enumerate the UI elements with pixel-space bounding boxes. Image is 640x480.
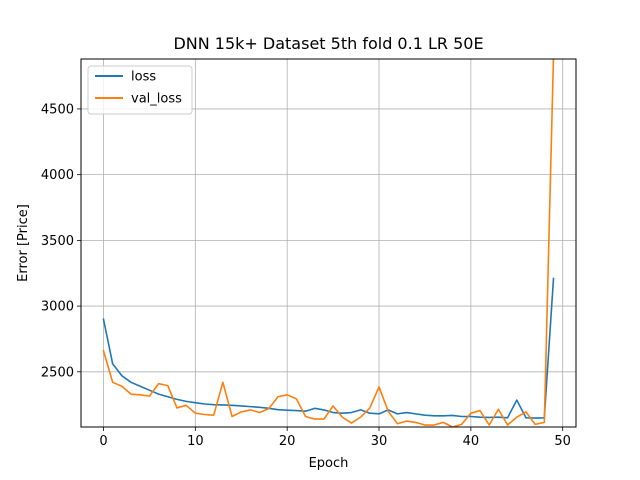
y-tick-label: 4500 [41,102,74,117]
y-axis-label: Error [Price] [16,204,31,282]
x-tick-label: 0 [99,434,107,449]
legend-label-loss: loss [131,70,156,85]
x-tick-label: 10 [187,434,204,449]
y-tick-label: 3500 [41,234,74,249]
series-line-loss [102,277,555,419]
series-line-val-loss [102,59,555,427]
y-tick-label: 4000 [41,168,74,183]
x-tick-label: 20 [279,434,296,449]
plot-frame [80,58,577,428]
y-tick-label: 3000 [41,300,74,315]
legend-label-val-loss: val_loss [131,92,182,107]
y-tick-label: 2500 [41,365,74,380]
x-axis-label: Epoch [309,456,349,471]
legend: loss val_loss [87,65,193,115]
x-tick-label: 30 [371,434,388,449]
x-tick-label: 50 [554,434,571,449]
series-layer [102,59,555,427]
legend-box [87,65,193,115]
axis-ticks: 0 10 20 30 40 50 2500 3000 3500 4000 4500 [41,102,571,449]
chart-title: DNN 15k+ Dataset 5th fold 0.1 LR 50E [173,34,483,53]
x-tick-label: 40 [463,434,480,449]
